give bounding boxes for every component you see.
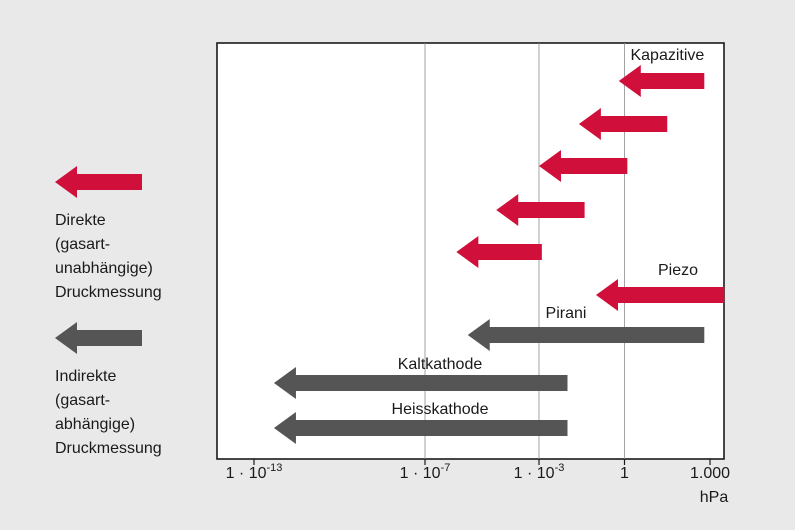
x-tick-label: 1 · 10-7: [400, 462, 451, 482]
legend-indirect-arrow: [55, 322, 142, 354]
series-label: Pirani: [546, 305, 587, 322]
legend-direct-line: unabhängige): [55, 260, 153, 277]
range-arrow: [456, 236, 542, 268]
legend-arrows: [55, 166, 142, 354]
legend-indirect-line: Druckmessung: [55, 440, 162, 457]
range-arrow: [578, 108, 668, 140]
legend-indirect-line: abhängige): [55, 416, 136, 433]
range-arrow: [467, 319, 705, 351]
x-tick-label: 1 · 10-3: [514, 462, 565, 482]
x-tick-label: 1 · 10-13: [226, 462, 283, 482]
range-arrow: [596, 279, 725, 311]
range-arrow: [496, 194, 585, 226]
legend-direct-line: (gasart-: [55, 236, 111, 253]
legend-indirect-line: Indirekte: [55, 368, 117, 385]
legend-direct-line: Direkte: [55, 212, 106, 229]
series-label: Kapazitive: [630, 47, 704, 64]
legend-indirect-text: Indirekte (gasart- abhängige) Druckmessu…: [55, 365, 162, 461]
legend-indirect-line: (gasart-: [55, 392, 111, 409]
range-arrow: [273, 412, 568, 444]
legend-direct-text: Direkte (gasart- unabhängige) Druckmessu…: [55, 209, 162, 305]
arrows: Kapazitive Piezo Pirani Kaltkathode Heisskat…: [273, 47, 725, 444]
x-tick-label: 1.000: [690, 465, 730, 482]
series-label: Heisskathode: [392, 401, 489, 418]
range-arrow: [539, 150, 628, 182]
range-arrow: [273, 367, 568, 399]
x-ticks: 1 · 10-13 1 · 10-7 1 · 10-3 1 1.000: [226, 459, 730, 482]
legend-direct-arrow: [55, 166, 142, 198]
x-axis-unit: hPa: [700, 489, 729, 506]
series-label: Kaltkathode: [398, 356, 483, 373]
range-arrow: [618, 65, 705, 97]
series-label: Piezo: [658, 262, 698, 279]
legend-direct-line: Druckmessung: [55, 284, 162, 301]
x-tick-label: 1: [620, 465, 629, 482]
